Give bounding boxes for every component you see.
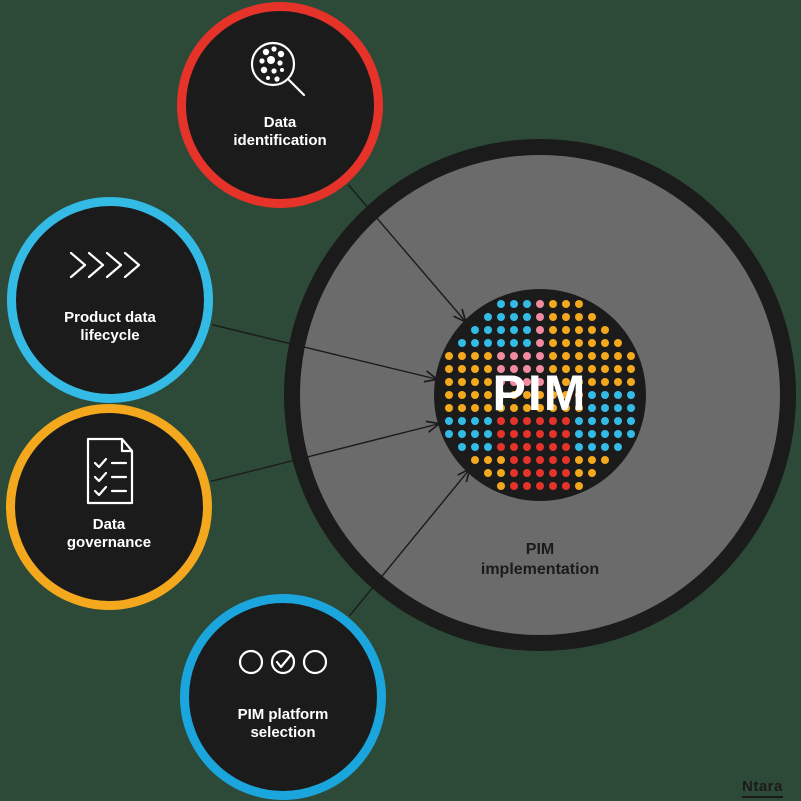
data-identification-label-line2: identification <box>233 132 326 149</box>
product-data-lifecycle-circle: Product datalifecycle <box>7 197 213 403</box>
brand-mark: Ntara <box>742 778 783 798</box>
data-governance-label-line2: governance <box>67 534 151 551</box>
data-identification-circle: Dataidentification <box>177 2 383 208</box>
chevrons-icon <box>65 225 155 305</box>
radio-select-icon <box>235 622 331 702</box>
pim-center-disc: PIM <box>434 289 646 501</box>
diagram-stage: PIM PIM implementation Dataidentificatio… <box>0 0 801 801</box>
pim-implementation-label: PIM implementation <box>440 540 640 580</box>
pim-center-text: PIM <box>434 364 646 422</box>
pim-platform-selection-circle: PIM platformselection <box>180 594 386 800</box>
checklist-icon <box>76 432 142 512</box>
product-data-lifecycle-label: Product datalifecycle <box>28 309 193 345</box>
pim-platform-selection-label-line2: selection <box>250 724 315 741</box>
product-data-lifecycle-label-line1: Product data <box>64 309 156 326</box>
data-governance-circle: Datagovernance <box>6 404 212 610</box>
data-identification-label: Dataidentification <box>198 114 363 150</box>
product-data-lifecycle-label-line2: lifecycle <box>80 327 139 344</box>
magnifier-dots-icon <box>244 30 316 110</box>
impl-label-line2: implementation <box>481 561 599 578</box>
impl-label-line1: PIM <box>526 541 554 558</box>
pim-platform-selection-label: PIM platformselection <box>201 706 366 742</box>
data-identification-label-line1: Data <box>264 114 297 131</box>
data-governance-label-line1: Data <box>93 516 126 533</box>
pim-platform-selection-label-line1: PIM platform <box>238 706 329 723</box>
data-governance-label: Datagovernance <box>27 516 192 552</box>
